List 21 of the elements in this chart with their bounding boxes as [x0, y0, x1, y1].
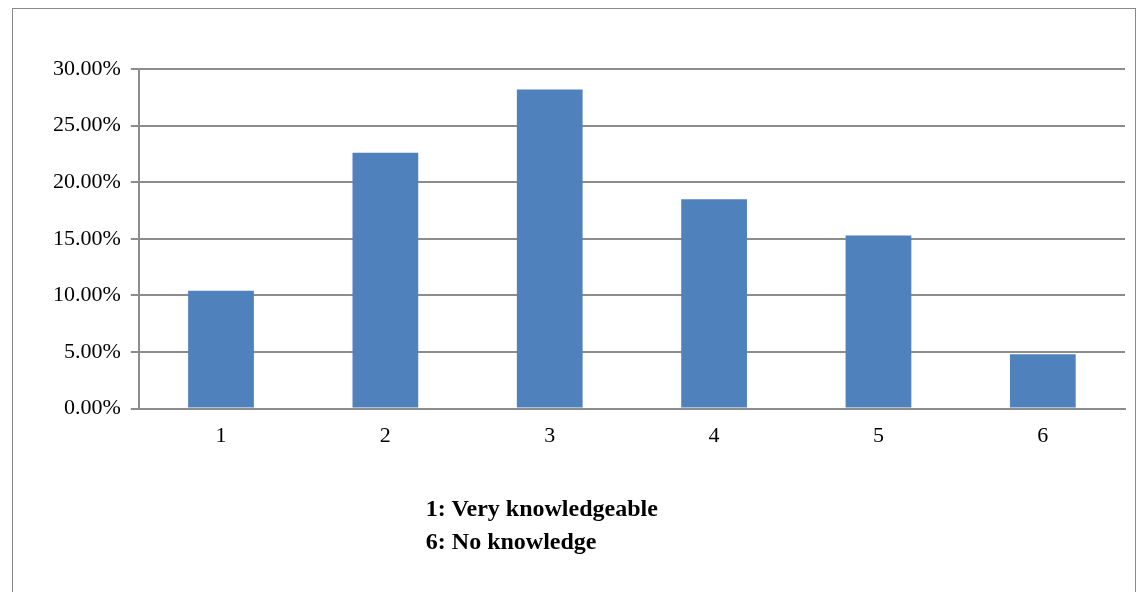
- y-tick-label: 20.00%: [53, 167, 121, 193]
- x-tick-label: 4: [708, 421, 720, 447]
- x-tick-label: 5: [872, 421, 884, 447]
- y-tick-label: 0.00%: [64, 394, 121, 420]
- bar: [845, 235, 912, 408]
- y-tick-label: 30.00%: [53, 54, 121, 80]
- bar: [516, 89, 583, 408]
- x-tick-label: 6: [1037, 421, 1049, 447]
- x-tick-label: 1: [215, 421, 227, 447]
- y-tick-label: 5.00%: [64, 337, 121, 363]
- y-tick-label: 10.00%: [53, 281, 121, 307]
- x-tick-label: 2: [379, 421, 391, 447]
- bar: [681, 199, 747, 408]
- text: 1: Very knowledgeable: [425, 494, 659, 521]
- text: 6: No knowledge: [425, 527, 597, 554]
- bar: [1009, 354, 1076, 408]
- y-tick-label: 25.00%: [53, 111, 121, 137]
- bar: [352, 152, 419, 408]
- y-tick-label: 15.00%: [53, 224, 121, 250]
- bar: [188, 290, 254, 408]
- x-tick-label: 3: [544, 421, 556, 447]
